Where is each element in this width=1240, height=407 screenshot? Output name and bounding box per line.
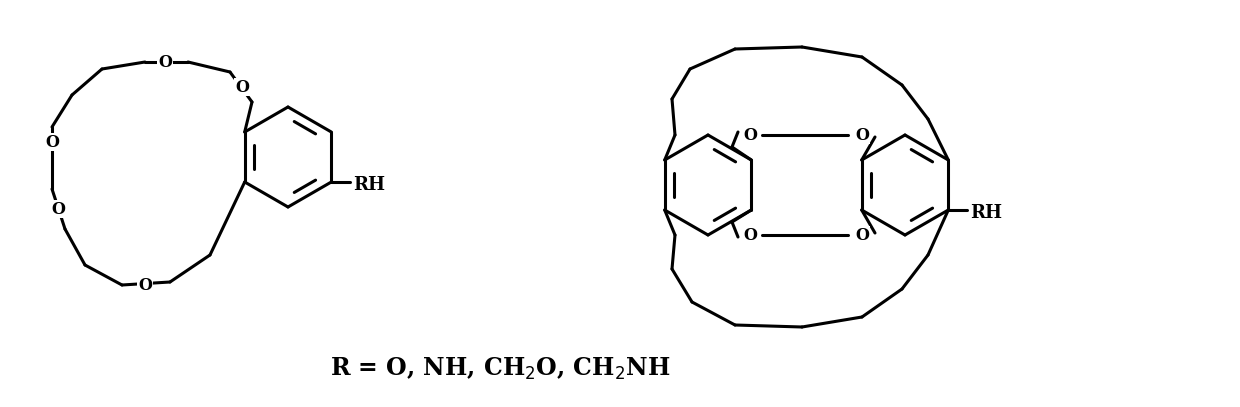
Text: O: O — [743, 227, 756, 243]
Text: O: O — [743, 127, 756, 144]
Text: O: O — [236, 79, 249, 96]
Text: O: O — [45, 133, 60, 151]
Text: RH: RH — [970, 204, 1002, 222]
Text: O: O — [856, 127, 869, 144]
Text: O: O — [157, 53, 172, 70]
Text: R = O, NH, CH$_2$O, CH$_2$NH: R = O, NH, CH$_2$O, CH$_2$NH — [330, 356, 670, 382]
Text: RH: RH — [353, 176, 384, 194]
Text: O: O — [856, 227, 869, 243]
Text: O: O — [51, 201, 64, 217]
Text: O: O — [138, 276, 153, 293]
